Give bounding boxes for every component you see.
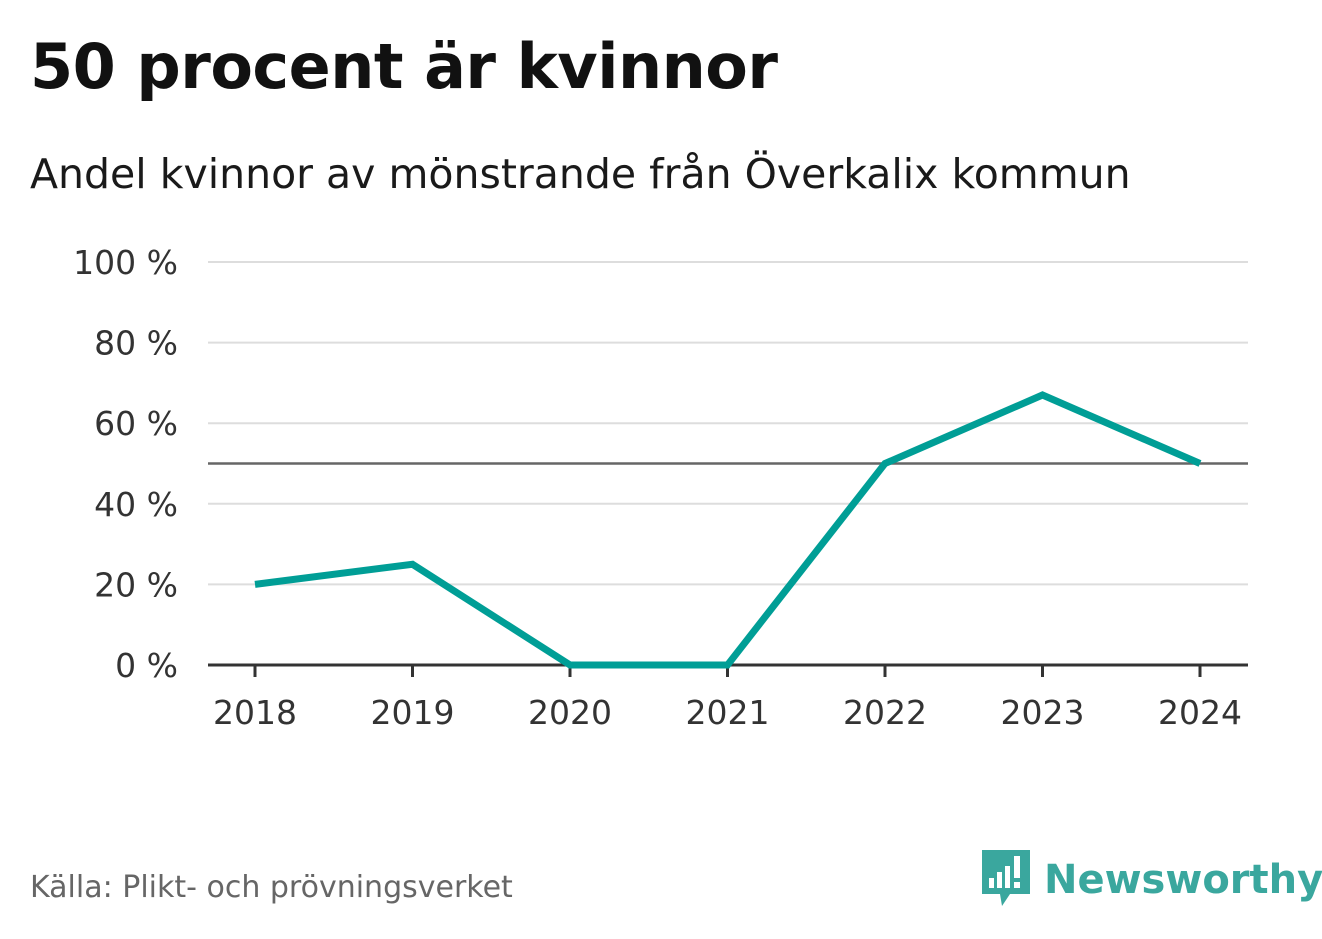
newsworthy-logo-icon (982, 850, 1030, 906)
x-tick-label: 2022 (843, 693, 927, 732)
gridlines (208, 261, 1248, 586)
x-tick-label: 2018 (213, 693, 297, 732)
x-axis-labels: 2018 2019 2020 2021 2022 2023 2024 (213, 693, 1242, 732)
series-layer (254, 391, 1202, 669)
y-tick-label: 20 % (94, 565, 178, 604)
y-tick-label: 0 % (115, 646, 178, 685)
x-tick-label: 2023 (1001, 693, 1085, 732)
line-chart: 0 % 20 % 40 % 60 % 80 % 100 % 2018 2019 2020 202… (73, 243, 1248, 732)
y-tick-label: 60 % (94, 404, 178, 443)
y-axis-labels: 0 % 20 % 40 % 60 % 80 % 100 % (73, 243, 178, 685)
brand-name: Newsworthy (1044, 857, 1322, 903)
y-tick-label: 100 % (73, 243, 178, 282)
chart-subtitle: Andel kvinnor av mönstrande från Överkal… (30, 150, 1131, 198)
y-tick-label: 40 % (94, 485, 178, 524)
brand-logo: Newsworthy (980, 848, 1322, 912)
x-tick-label: 2019 (371, 693, 455, 732)
y-tick-label: 80 % (94, 324, 178, 363)
x-tick-label: 2021 (686, 693, 770, 732)
x-tick-label: 2024 (1158, 693, 1242, 732)
source-note: Källa: Plikt- och prövningsverket (30, 870, 513, 905)
series-line (254, 391, 1202, 669)
x-tick-label: 2020 (528, 693, 612, 732)
chart-title: 50 procent är kvinnor (30, 30, 778, 103)
